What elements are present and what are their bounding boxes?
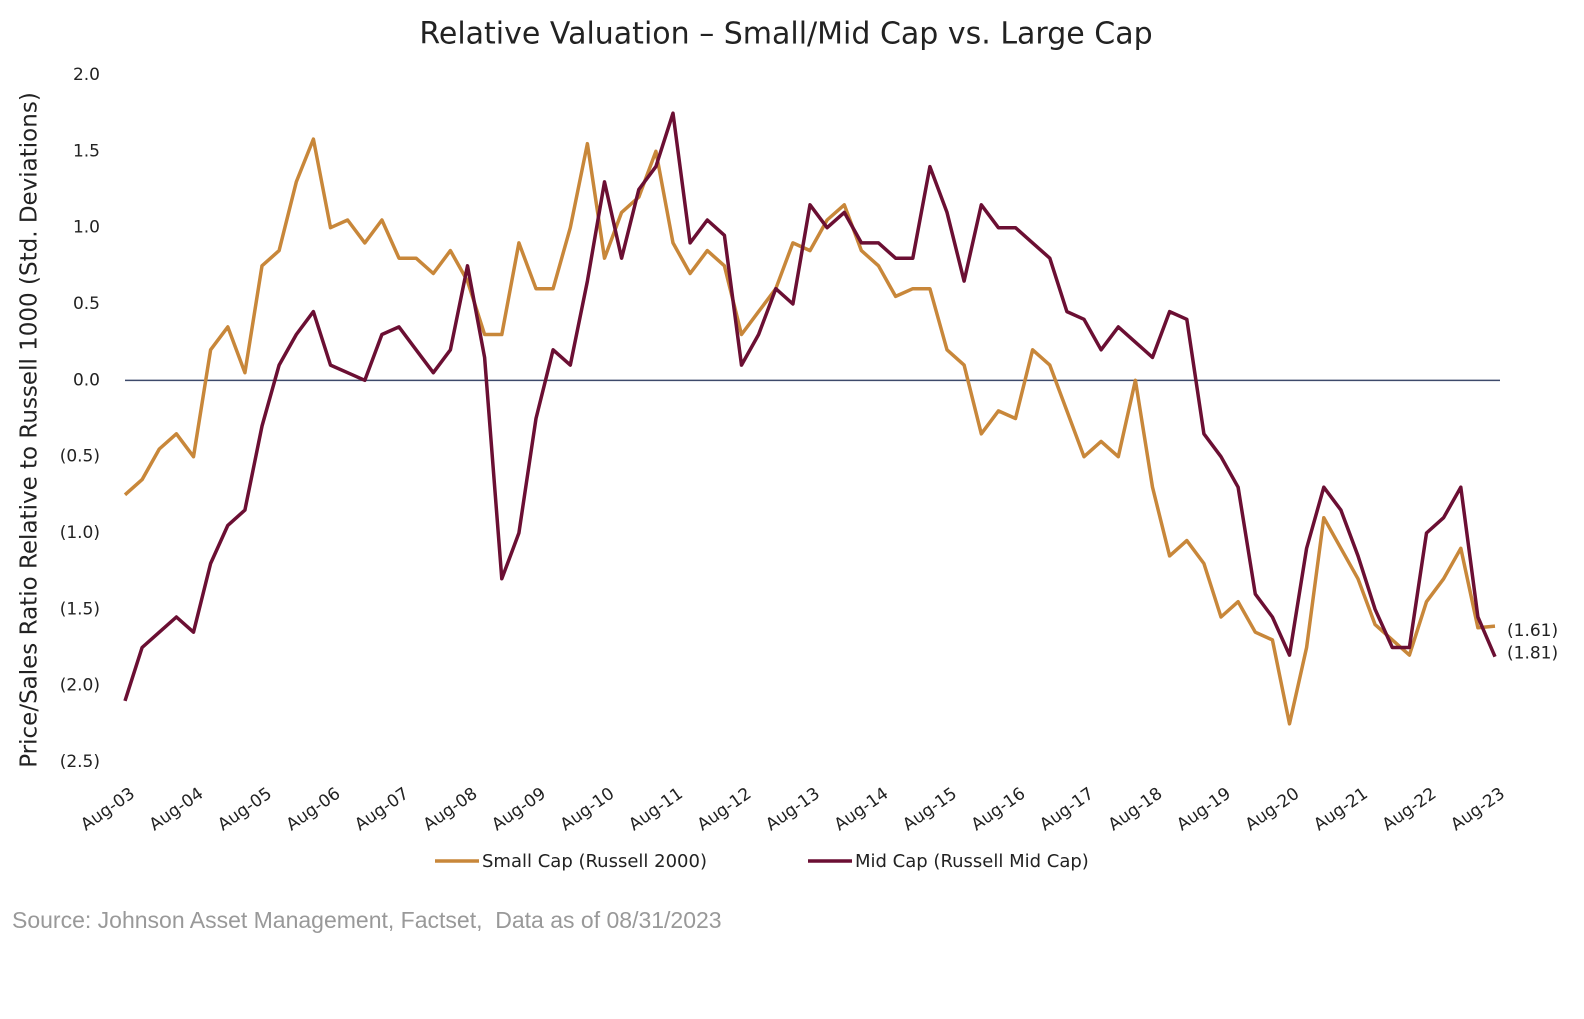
- x-tick-label: Aug-11: [625, 784, 686, 835]
- y-tick-label: 0.5: [73, 294, 100, 314]
- x-tick-label: Aug-04: [146, 784, 207, 835]
- chart-title: Relative Valuation – Small/Mid Cap vs. L…: [419, 17, 1152, 52]
- y-tick-label: (2.5): [60, 752, 100, 772]
- x-tick-label: Aug-20: [1242, 784, 1303, 835]
- x-tick-label: Aug-17: [1036, 784, 1097, 835]
- x-tick-label: Aug-23: [1447, 784, 1508, 835]
- legend-label: Small Cap (Russell 2000): [482, 851, 707, 872]
- x-tick-label: Aug-06: [283, 784, 344, 835]
- y-tick-label: 1.5: [73, 141, 100, 161]
- x-tick-label: Aug-16: [968, 784, 1029, 835]
- x-tick-label: Aug-08: [420, 784, 481, 835]
- y-tick-label: 2.0: [73, 65, 100, 85]
- end-label: (1.61): [1507, 621, 1558, 641]
- x-tick-label: Aug-15: [899, 784, 960, 835]
- x-tick-label: Aug-03: [77, 784, 138, 835]
- x-tick-label: Aug-10: [557, 784, 618, 835]
- y-tick-label: (1.5): [60, 599, 100, 619]
- end-label: (1.81): [1507, 644, 1558, 664]
- x-tick-label: Aug-05: [214, 784, 275, 835]
- x-tick-label: Aug-07: [351, 784, 412, 835]
- series-line: [123, 137, 1496, 726]
- legend-label: Mid Cap (Russell Mid Cap): [855, 851, 1089, 872]
- x-tick-label: Aug-18: [1105, 784, 1166, 835]
- y-tick-label: (0.5): [60, 447, 100, 467]
- source-note: Source: Johnson Asset Management, Factse…: [12, 907, 722, 933]
- y-tick-label: 1.0: [73, 218, 100, 238]
- x-tick-label: Aug-09: [488, 784, 549, 835]
- series-line: [123, 111, 1497, 702]
- x-tick-label: Aug-21: [1310, 784, 1371, 835]
- x-tick-label: Aug-22: [1379, 784, 1440, 835]
- x-tick-label: Aug-12: [694, 784, 755, 835]
- y-axis-label: Price/Sales Ratio Relative to Russell 10…: [17, 92, 43, 768]
- x-tick-label: Aug-13: [762, 784, 823, 835]
- x-tick-label: Aug-14: [831, 784, 892, 835]
- y-tick-label: (2.0): [60, 676, 100, 696]
- x-tick-label: Aug-19: [1173, 784, 1234, 835]
- y-tick-label: (1.0): [60, 523, 100, 543]
- y-tick-label: 0.0: [73, 370, 100, 390]
